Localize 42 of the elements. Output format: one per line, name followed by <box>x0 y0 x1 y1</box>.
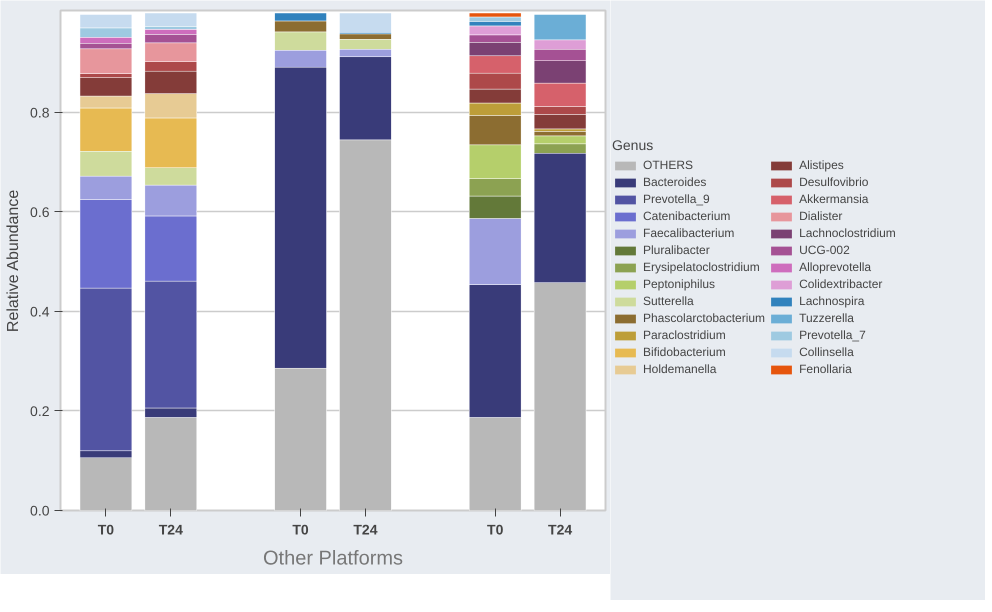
y-tick-label: 0.8 <box>30 104 50 120</box>
legend-title: Genus <box>612 137 654 153</box>
legend-label: Holdemanella <box>643 362 716 376</box>
y-tick-label: 0.6 <box>30 204 50 220</box>
y-tick-label: 0.4 <box>30 303 50 320</box>
x-tick-label: T0 <box>292 522 309 538</box>
x-tick-label: T0 <box>487 522 504 538</box>
x-tick-label: T0 <box>98 522 114 538</box>
legend-label: Faecalibacterium <box>643 226 734 240</box>
legend-label: Dialister <box>799 209 842 223</box>
text: Other Platforms <box>262 548 404 570</box>
legend-label: UCG-002 <box>799 243 850 257</box>
legend-label: Bacteroides <box>643 175 706 189</box>
x-tick-label: T24 <box>158 522 184 538</box>
legend-label: Bifidobacterium <box>643 345 726 359</box>
legend-label: Paraclostridium <box>643 328 726 342</box>
x-tick-label: T24 <box>548 522 572 538</box>
legend-label: Lachnoclostridium <box>799 226 896 240</box>
legend-label: Erysipelatoclostridium <box>643 260 760 274</box>
legend-label: Colidextribacter <box>799 277 882 291</box>
y-axis-title: Relative Abundance <box>5 190 22 332</box>
legend-label: Lachnospira <box>799 294 864 308</box>
legend-label: Pluralibacter <box>643 243 710 257</box>
legend-label: Alistipes <box>799 158 844 172</box>
legend-label: Phascolarctobacterium <box>643 311 766 325</box>
legend-label: Alloprevotella <box>799 260 872 274</box>
legend-label: Prevotella_7 <box>799 328 866 342</box>
legend-label: Akkermansia <box>799 192 868 206</box>
legend-label: Catenibacterium <box>643 209 730 223</box>
legend-label: OTHERS <box>643 158 694 172</box>
legend-label: Desulfovibrio <box>799 175 868 189</box>
x-tick-label: T24 <box>353 522 378 538</box>
legend-label: Collinsella <box>799 345 854 359</box>
bar <box>469 16 522 22</box>
legend-label: Tuzzerella <box>799 311 854 325</box>
bar <box>144 12 197 27</box>
legend-label: Sutterella <box>643 294 694 308</box>
legend-label: Fenollaria <box>799 362 852 376</box>
legend-label: Peptoniphilus <box>643 277 716 291</box>
legend-label: Prevotella_9 <box>643 192 710 206</box>
y-tick-label: 0.2 <box>30 402 50 419</box>
y-tick-label: 0.0 <box>30 502 50 518</box>
